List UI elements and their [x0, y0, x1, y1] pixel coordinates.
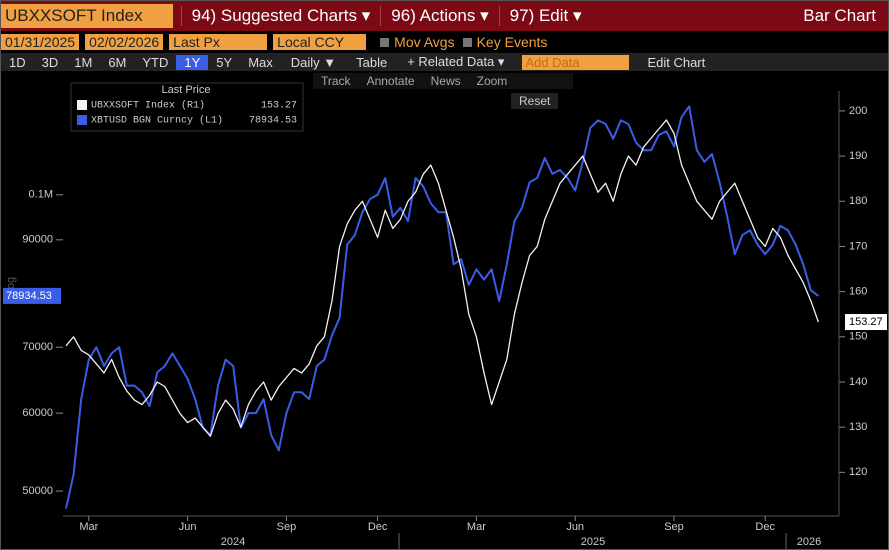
- period-button[interactable]: 1D: [9, 54, 26, 70]
- last-value-label: 153.27: [849, 316, 883, 328]
- table-button[interactable]: Table: [356, 54, 388, 70]
- add-data-input[interactable]: Add Data: [522, 54, 630, 70]
- last-value-badge: [845, 314, 887, 331]
- period-button[interactable]: 1M: [74, 54, 93, 70]
- legend-entry: UBXXSOFT Index (R1): [91, 100, 205, 112]
- period-button[interactable]: Max: [248, 54, 273, 70]
- x-tick-label: Jun: [179, 521, 197, 533]
- menu[interactable]: 96) Actions ▾: [380, 6, 498, 26]
- y2-tick-label: 140: [849, 376, 867, 388]
- chart-tool[interactable]: News: [430, 74, 461, 88]
- legend-value: 153.27: [261, 101, 297, 112]
- reset-button[interactable]: Reset: [511, 93, 559, 109]
- y2-tick-label: 200: [849, 105, 867, 117]
- x-tick-label: Mar: [467, 521, 486, 533]
- option[interactable]: Mov Avgs: [380, 34, 454, 50]
- start-date[interactable]: 01/31/2025: [1, 34, 80, 50]
- range-bar: 1D 3D 1M 6M YTD 1Y 5Y Max Daily ▼ Table + Related …: [1, 53, 888, 71]
- x-tick-label: Sep: [277, 521, 297, 533]
- menu[interactable]: 94) Suggested Charts ▾: [180, 6, 381, 26]
- y-tick-label: 0.1M: [29, 189, 53, 201]
- chart-tool[interactable]: Annotate: [366, 74, 415, 88]
- series-line: [65, 105, 820, 509]
- option[interactable]: Key Events: [463, 34, 548, 50]
- period-button[interactable]: 5Y: [216, 54, 233, 70]
- period-button[interactable]: YTD: [142, 54, 169, 70]
- edit-chart-button[interactable]: Edit Chart: [647, 54, 706, 70]
- x-tick-label: Dec: [368, 521, 388, 533]
- x-tick-label: Sep: [664, 521, 684, 533]
- period-button[interactable]: 6M: [108, 54, 127, 70]
- menu[interactable]: 97) Edit ▾: [498, 6, 592, 26]
- frequency-button[interactable]: Daily ▼: [290, 54, 337, 70]
- security[interactable]: UBXXSOFT Index: [1, 4, 173, 28]
- legend-swatch: [77, 100, 87, 110]
- currency[interactable]: Local CCY: [273, 34, 367, 50]
- related-button[interactable]: + Related Data ▾: [407, 54, 505, 69]
- last-value-label: 78934.53: [6, 290, 52, 302]
- end-date[interactable]: 02/02/2026: [85, 34, 164, 50]
- x-tick-label: Dec: [755, 521, 775, 533]
- mode[interactable]: Bar Chart: [803, 6, 876, 25]
- legend-swatch: [77, 115, 87, 125]
- y2-tick-label: 190: [849, 150, 867, 162]
- legend-entry: XBTUSD BGN Curncy (L1): [91, 115, 223, 127]
- y-tick-label: 90000: [22, 234, 53, 246]
- y2-tick-label: 130: [849, 421, 867, 433]
- y-tick-label: 60000: [22, 407, 53, 419]
- legend-value: 78934.53: [249, 116, 297, 127]
- chart-tools: Track Annotate News Zoom: [313, 73, 573, 89]
- x-year-label: 2026: [797, 536, 821, 548]
- chart-tool[interactable]: Zoom: [476, 74, 508, 88]
- field[interactable]: Last Px: [169, 34, 268, 50]
- period-button[interactable]: 3D: [41, 54, 59, 70]
- y2-tick-label: 160: [849, 286, 867, 298]
- title-bar: UBXXSOFT Index 94) Suggested Charts ▾ 96…: [1, 1, 888, 31]
- chart-tool[interactable]: Track: [321, 74, 351, 88]
- y-tick-label: 70000: [22, 341, 53, 353]
- y2-tick-label: 120: [849, 466, 867, 478]
- settings-bar: 01/31/2025 02/02/2026 Last Px Local CCY …: [1, 33, 888, 51]
- period-button[interactable]: 1Y: [176, 54, 209, 70]
- x-year-label: 2024: [221, 536, 245, 548]
- x-tick-label: Jun: [566, 521, 584, 533]
- y-tick-label: 50000: [22, 485, 53, 497]
- legend-box: [70, 82, 304, 132]
- x-year-label: 2025: [581, 536, 605, 548]
- x-tick-label: Mar: [79, 521, 98, 533]
- y2-tick-label: 180: [849, 195, 867, 207]
- y2-tick-label: 150: [849, 331, 867, 343]
- last-value-badge: [3, 287, 61, 304]
- series-line: [65, 119, 820, 437]
- legend-title: Last Price: [162, 84, 211, 96]
- y2-tick-label: 170: [849, 240, 867, 252]
